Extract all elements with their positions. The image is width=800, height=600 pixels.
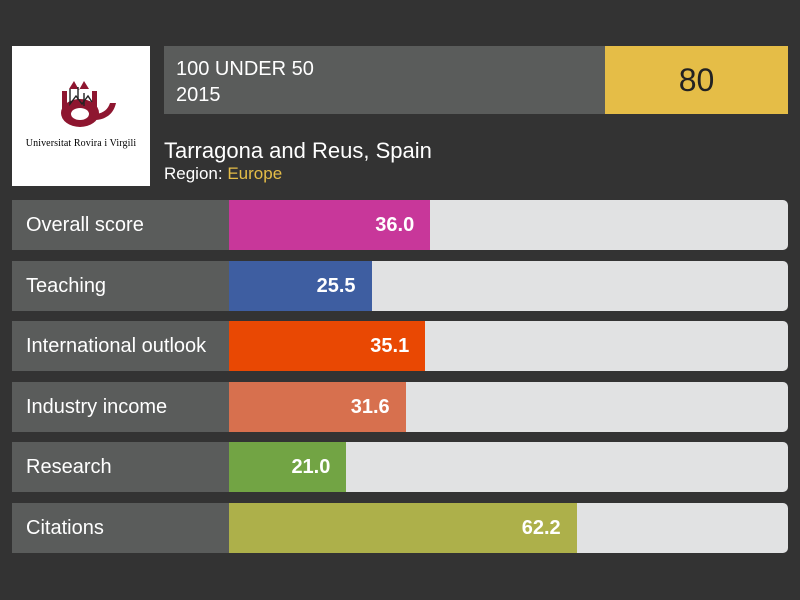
ranking-title: 100 UNDER 50	[176, 58, 314, 80]
university-name: Universitat Rovira i Virgili	[25, 138, 137, 149]
tick-label: Citations	[26, 516, 104, 539]
data-label: 62.2	[521, 516, 561, 539]
metric-row-international-outlook: International outlook 35.1	[12, 321, 788, 371]
bar: 62.2	[229, 502, 577, 553]
bar-track: 62.2	[229, 502, 788, 553]
tick-label: Teaching	[26, 274, 107, 297]
region-label: Region:	[164, 164, 223, 183]
bar-track: 21.0	[229, 442, 788, 492]
tick-label: Overall score	[26, 214, 144, 236]
tick-label: International outlook	[26, 335, 207, 357]
tick-label: Industry income	[26, 395, 168, 418]
data-label: 25.5	[316, 274, 356, 297]
metric-label-cell: Overall score	[12, 200, 229, 250]
ranking-year: 2015	[176, 84, 221, 106]
region-value: Europe	[227, 164, 283, 183]
bar-track: 31.6	[229, 381, 788, 432]
urv-emblem-icon	[61, 81, 116, 127]
bar: 25.5	[229, 260, 372, 311]
metric-label-cell: International outlook	[12, 321, 229, 371]
bar: 35.1	[229, 321, 426, 371]
metric-row-teaching: Teaching 25.5	[12, 260, 788, 311]
data-label: 31.6	[350, 395, 390, 418]
rank-badge: 80	[605, 46, 788, 114]
bar: 21.0	[229, 442, 347, 492]
metric-label-cell: Research	[12, 442, 229, 492]
ranking-header: 100 UNDER 50 2015	[164, 46, 605, 114]
ranking-title-group: 100 UNDER 50 2015	[176, 56, 314, 108]
tick-label: Research	[26, 456, 112, 478]
metric-row-citations: Citations 62.2	[12, 502, 788, 553]
data-label: 21.0	[291, 456, 331, 478]
data-label: 36.0	[375, 214, 415, 236]
bar: 31.6	[229, 381, 406, 432]
metric-label-cell: Citations	[12, 502, 229, 553]
region-line: Region: Europe	[164, 164, 282, 184]
metric-row-research: Research 21.0	[12, 442, 788, 492]
bar-track: 25.5	[229, 260, 788, 311]
metric-row-industry-income: Industry income 31.6	[12, 381, 788, 432]
metric-label-cell: Industry income	[12, 381, 229, 432]
university-logo: Universitat Rovira i Virgili	[12, 46, 150, 186]
data-label: 35.1	[370, 335, 410, 357]
bar-track: 36.0	[229, 200, 788, 250]
metric-label-cell: Teaching	[12, 260, 229, 311]
location-text: Tarragona and Reus, Spain	[164, 138, 432, 163]
bar: 36.0	[229, 200, 431, 250]
bar-track: 35.1	[229, 321, 788, 371]
metric-row-overall-score: Overall score 36.0	[12, 200, 788, 250]
